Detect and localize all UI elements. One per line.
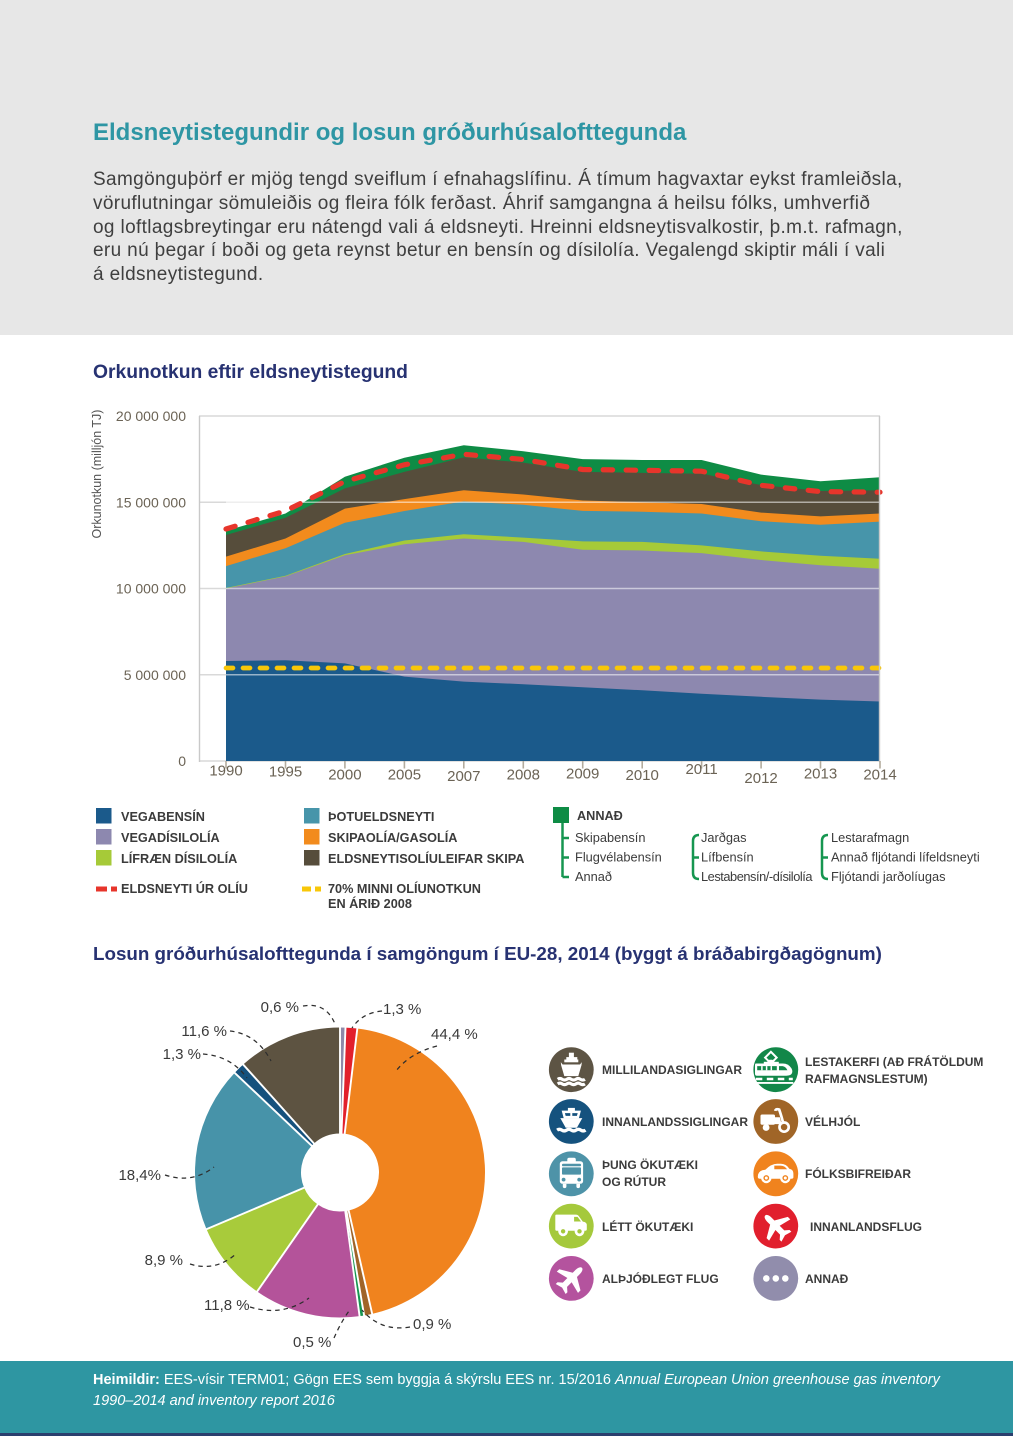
svg-text:ELDSNEYTI ÚR OLÍU: ELDSNEYTI ÚR OLÍU	[121, 881, 248, 896]
svg-text:SKIPAOLÍA/GASOLÍA: SKIPAOLÍA/GASOLÍA	[328, 830, 457, 845]
svg-text:2005: 2005	[388, 766, 421, 783]
svg-text:INNANLANDSSIGLINGAR: INNANLANDSSIGLINGAR	[602, 1115, 748, 1129]
svg-text:VEGADÍSILOLÍA: VEGADÍSILOLÍA	[121, 830, 220, 845]
svg-text:1,3 %: 1,3 %	[163, 1046, 201, 1063]
svg-text:Annað: Annað	[575, 869, 612, 884]
svg-text:ANNAÐ: ANNAÐ	[577, 809, 623, 823]
svg-text:18,4%: 18,4%	[118, 1167, 161, 1184]
svg-text:2009: 2009	[566, 766, 599, 783]
svg-text:OG RÚTUR: OG RÚTUR	[602, 1174, 666, 1189]
svg-text:2012: 2012	[744, 770, 777, 787]
svg-text:Orkunotkun (milljón TJ): Orkunotkun (milljón TJ)	[90, 410, 104, 539]
svg-text:ÞOTUELDSNEYTI: ÞOTUELDSNEYTI	[328, 810, 434, 824]
svg-text:1995: 1995	[269, 763, 302, 780]
svg-text:0,6 %: 0,6 %	[261, 999, 299, 1016]
svg-text:1990: 1990	[209, 763, 242, 780]
svg-text:44,4 %: 44,4 %	[431, 1026, 478, 1043]
svg-text:EN ÁRIÐ 2008: EN ÁRIÐ 2008	[328, 896, 412, 911]
svg-text:ALÞJÓÐLEGT FLUG: ALÞJÓÐLEGT FLUG	[602, 1271, 719, 1286]
svg-text:Lestabensín/-dísilolía: Lestabensín/-dísilolía	[701, 869, 813, 884]
svg-text:INNANLANDSFLUG: INNANLANDSFLUG	[810, 1220, 922, 1234]
svg-text:15 000 000: 15 000 000	[116, 494, 186, 510]
svg-text:2000: 2000	[328, 766, 361, 783]
svg-text:Annað fljótandi lífeldsneyti: Annað fljótandi lífeldsneyti	[831, 850, 980, 865]
svg-text:0,9 %: 0,9 %	[413, 1316, 451, 1333]
svg-text:ELDSNEYTISOLÍULEIFAR SKIPA: ELDSNEYTISOLÍULEIFAR SKIPA	[328, 851, 524, 866]
svg-text:MILLILANDASIGLINGAR: MILLILANDASIGLINGAR	[602, 1063, 742, 1077]
svg-text:2007: 2007	[447, 768, 480, 785]
svg-text:LÉTT ÖKUTÆKI: LÉTT ÖKUTÆKI	[602, 1219, 693, 1234]
svg-text:ANNAÐ: ANNAÐ	[805, 1272, 849, 1286]
svg-text:Fljótandi jarðolíugas: Fljótandi jarðolíugas	[831, 869, 946, 884]
svg-text:2011: 2011	[685, 761, 717, 778]
svg-text:0: 0	[178, 753, 186, 769]
svg-text:FÓLKSBIFREIÐAR: FÓLKSBIFREIÐAR	[805, 1166, 911, 1181]
svg-text:1,3 %: 1,3 %	[383, 1001, 421, 1018]
svg-text:VEGABENSÍN: VEGABENSÍN	[121, 809, 205, 824]
svg-text:2010: 2010	[626, 767, 659, 784]
svg-text:Skipabensín: Skipabensín	[575, 830, 645, 845]
svg-text:10 000 000: 10 000 000	[116, 581, 186, 597]
svg-text:0,5 %: 0,5 %	[293, 1334, 331, 1351]
svg-text:Lífbensín: Lífbensín	[701, 850, 754, 865]
svg-text:LESTAKERFI (AÐ FRÁTÖLDUM: LESTAKERFI (AÐ FRÁTÖLDUM	[805, 1054, 983, 1069]
svg-text:11,6 %: 11,6 %	[181, 1023, 227, 1040]
svg-text:Flugvélabensín: Flugvélabensín	[575, 850, 662, 865]
svg-text:Lestarafmagn: Lestarafmagn	[831, 830, 909, 845]
svg-text:Jarðgas: Jarðgas	[701, 830, 747, 845]
svg-text:70% MINNI OLÍUNOTKUN: 70% MINNI OLÍUNOTKUN	[328, 881, 481, 896]
svg-text:RAFMAGNSLESTUM): RAFMAGNSLESTUM)	[805, 1072, 928, 1086]
svg-text:8,9 %: 8,9 %	[145, 1252, 183, 1269]
svg-text:2013: 2013	[804, 766, 837, 783]
svg-text:20 000 000: 20 000 000	[116, 408, 186, 424]
svg-text:LÍFRÆN DÍSILOLÍA: LÍFRÆN DÍSILOLÍA	[121, 851, 237, 866]
svg-text:11,8 %: 11,8 %	[204, 1297, 250, 1314]
svg-text:ÞUNG ÖKUTÆKI: ÞUNG ÖKUTÆKI	[602, 1157, 698, 1172]
svg-text:VÉLHJÓL: VÉLHJÓL	[805, 1114, 860, 1129]
svg-text:2014: 2014	[863, 766, 896, 783]
svg-text:2008: 2008	[507, 766, 540, 783]
svg-text:5 000 000: 5 000 000	[124, 667, 186, 683]
